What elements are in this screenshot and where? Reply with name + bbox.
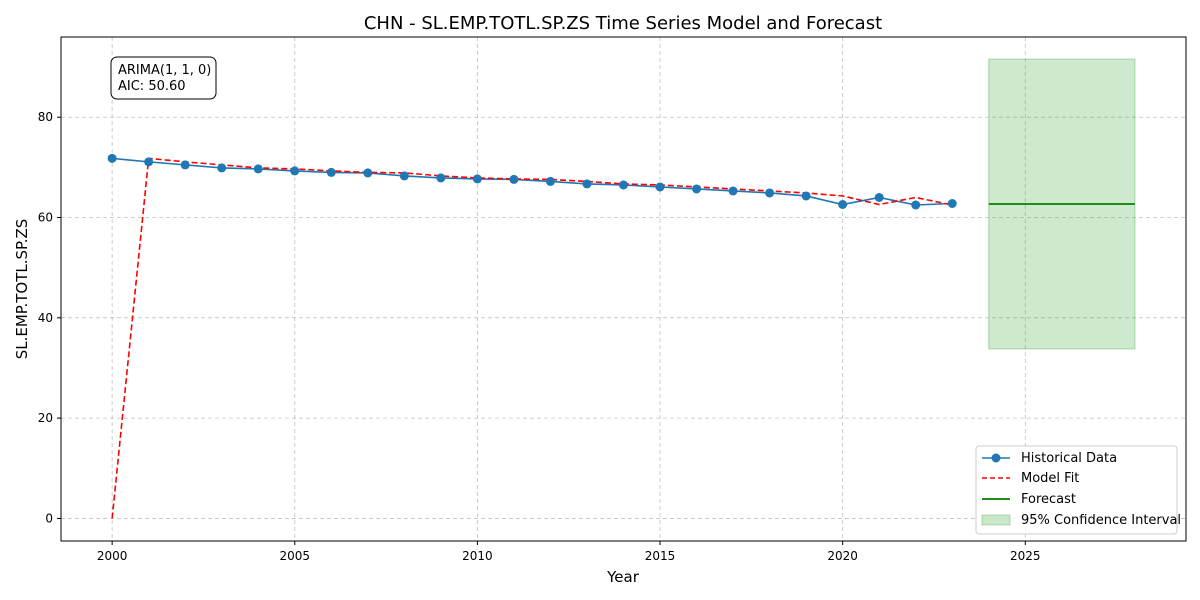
historical-data-point (326, 167, 336, 177)
historical-data-point (947, 198, 957, 208)
model-fit-line (111, 157, 953, 519)
historical-data-point (911, 200, 921, 210)
historical-data-point (801, 191, 811, 201)
y-tick-label: 0 (45, 511, 53, 525)
historical-data-point (619, 180, 628, 190)
historical-data-point (728, 186, 738, 196)
historical-data-point (290, 166, 300, 176)
historical-data-point (217, 163, 227, 173)
x-axis-label: Year (606, 568, 640, 586)
x-tick-label: 2020 (827, 549, 858, 563)
historical-data-point (582, 179, 592, 189)
historical-data-point (399, 171, 409, 181)
historical-data-point (655, 182, 665, 192)
x-tick-label: 2000 (97, 549, 128, 563)
historical-data-point (692, 184, 702, 194)
annotation-aic: AIC: 50.60 (118, 79, 186, 94)
y-axis-label: SL.EMP.TOTL.SP.ZS (13, 219, 31, 360)
chart-title: CHN - SL.EMP.TOTL.SP.ZS Time Series Mode… (364, 13, 882, 34)
historical-data-point (838, 199, 848, 209)
x-tick-label: 2010 (462, 549, 493, 563)
y-tick-label: 80 (38, 110, 53, 124)
legend-ci-label: 95% Confidence Interval (1021, 513, 1181, 528)
historical-data-point (144, 157, 154, 167)
y-tick-label: 20 (38, 411, 53, 425)
legend-ci-swatch (981, 514, 1011, 526)
grid (61, 37, 1186, 541)
legend-model-fit-label: Model Fit (1021, 471, 1079, 486)
historical-data-point (436, 173, 446, 183)
historical-data-point (253, 164, 263, 174)
series-layer (107, 153, 1135, 519)
legend: Historical Data Model Fit Forecast 95% C… (975, 445, 1181, 535)
x-tick-label: 2005 (279, 549, 310, 563)
historical-data-point (765, 188, 775, 198)
historical-data-point (363, 168, 373, 178)
historical-data-line (112, 157, 953, 206)
historical-data-point (509, 174, 519, 184)
legend-historical-marker (991, 453, 1001, 463)
model-annotation: ARIMA(1, 1, 0) AIC: 50.60 (110, 56, 217, 100)
legend-historical-label: Historical Data (1021, 451, 1117, 466)
historical-data-point (874, 192, 884, 202)
historical-data-point (180, 160, 190, 170)
y-tick-label: 60 (38, 211, 53, 225)
y-tick-label: 40 (38, 311, 53, 325)
legend-forecast-label: Forecast (1021, 492, 1076, 507)
x-tick-label: 2025 (1010, 549, 1041, 563)
x-tick-label: 2015 (645, 549, 676, 563)
historical-data-point (107, 153, 117, 163)
historical-data-point (472, 174, 482, 184)
plot-frame (60, 36, 1187, 542)
annotation-model: ARIMA(1, 1, 0) (118, 63, 211, 78)
axis-ticks: 2000 2005 2010 2015 2020 2025 0 20 40 60 80 (38, 110, 1041, 563)
annotation-box (110, 56, 217, 100)
historical-data-point (545, 176, 555, 186)
legend-box (975, 445, 1178, 535)
